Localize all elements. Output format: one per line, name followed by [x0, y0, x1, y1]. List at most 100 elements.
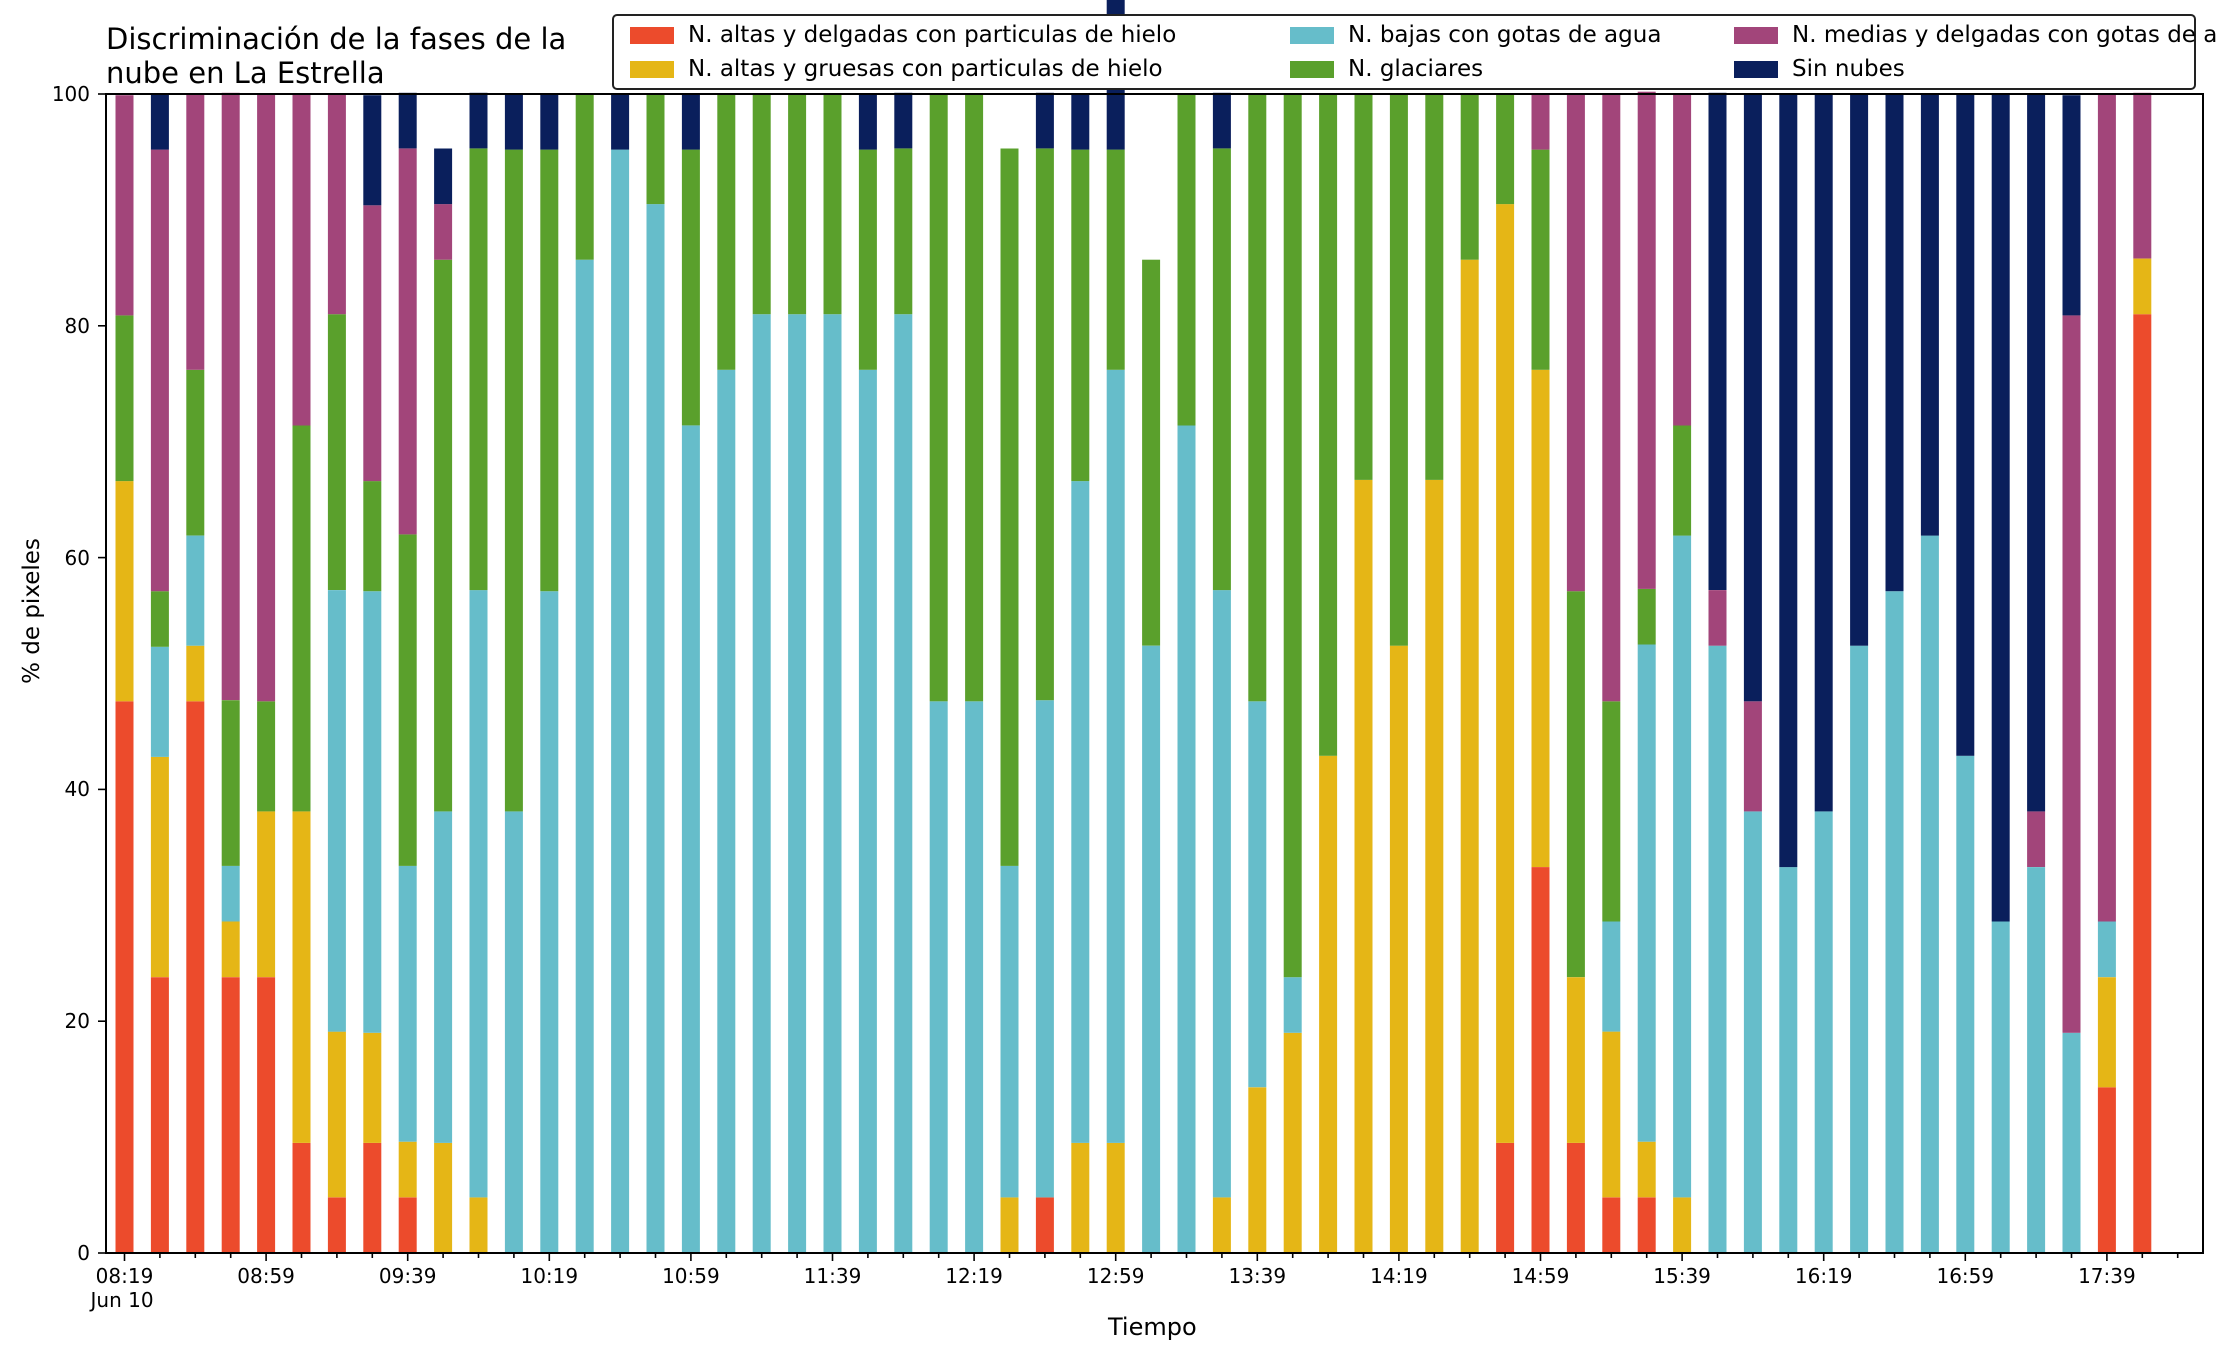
bar-segment	[1212, 92, 1231, 149]
x-date-label: Jun 10	[90, 1288, 154, 1312]
x-tick-label: 14:19	[1370, 1264, 1428, 1288]
bar-segment	[1212, 590, 1231, 1198]
bar-segment	[363, 95, 382, 206]
bar-segment	[2133, 314, 2152, 1253]
bar-segment	[1637, 1141, 1656, 1198]
bar-segment	[1673, 1197, 1692, 1253]
bar-segment	[1602, 1197, 1621, 1253]
bar-segment	[1283, 1032, 1302, 1253]
y-tick-label: 100	[51, 82, 90, 106]
bar-segment	[1743, 94, 1762, 702]
legend-label: N. bajas con gotas de agua	[1348, 22, 1662, 48]
bar-segment	[1248, 94, 1267, 702]
bar-segment	[2062, 1032, 2081, 1253]
bar-segment	[292, 94, 311, 426]
x-tick-label: 17:39	[2078, 1264, 2136, 1288]
bar-segment	[150, 646, 169, 757]
bar-segment	[1000, 1197, 1019, 1253]
bar-segment	[1673, 535, 1692, 1198]
bar-segment	[788, 94, 807, 315]
x-tick-label: 11:39	[803, 1264, 862, 1288]
bar-segment	[1708, 590, 1727, 646]
bar-segment	[115, 95, 134, 316]
bar-segment	[1637, 644, 1656, 1142]
bar-segment	[788, 314, 807, 1253]
bar-segment	[1071, 149, 1090, 482]
bar-segment	[929, 94, 948, 702]
plot-frame	[105, 93, 2204, 1254]
chart-legend: N. altas y delgadas con particulas de hi…	[612, 14, 2216, 90]
bar-segment	[2062, 95, 2081, 316]
bar-segment	[646, 204, 665, 1254]
bar-segment	[292, 1142, 311, 1253]
bar-segment	[1319, 755, 1338, 1253]
bar-segment	[1673, 425, 1692, 536]
bar-segment	[575, 259, 594, 1253]
bar-segment	[398, 1197, 417, 1253]
bar-segment	[646, 94, 665, 205]
bar-segment	[469, 1197, 488, 1253]
bar-segment	[327, 314, 346, 590]
bar-segment	[1602, 94, 1621, 702]
x-axis-label: Tiempo	[1108, 1313, 1197, 1341]
legend-item: N. bajas con gotas de agua	[1290, 18, 1661, 52]
y-tick-label: 0	[77, 1241, 90, 1265]
bar-segment	[611, 149, 630, 1254]
bar-segment	[2097, 921, 2116, 978]
bar-segment	[540, 149, 559, 592]
bar-segment	[1708, 645, 1727, 1253]
bar-segment	[1425, 479, 1444, 1253]
bar-segment	[504, 811, 523, 1253]
bar-segment	[150, 591, 169, 647]
bar-segment	[1779, 867, 1798, 1253]
bar-segment	[1991, 94, 2010, 922]
bar-segment	[2097, 977, 2116, 1088]
legend-item: N. altas y delgadas con particulas de hi…	[630, 18, 1176, 52]
bar-segment	[1142, 259, 1161, 646]
bar-segment	[1035, 148, 1054, 701]
bar-segment	[1071, 94, 1090, 150]
bar-segment	[717, 369, 736, 1253]
bar-segment	[469, 148, 488, 591]
bar-segment	[398, 1141, 417, 1198]
legend-item: N. medias y delgadas con gotas de agua	[1734, 18, 2216, 52]
bar-segment	[1637, 91, 1656, 589]
bars-group	[115, 0, 2152, 1254]
bar-segment	[1814, 94, 1833, 812]
bar-segment	[1850, 645, 1869, 1253]
bar-segment	[1850, 94, 1869, 646]
bar-segment	[221, 977, 240, 1253]
bar-segment	[681, 94, 700, 150]
x-tick-label: 13:39	[1228, 1264, 1287, 1288]
bar-segment	[1354, 94, 1373, 480]
bar-segment	[752, 94, 771, 315]
bar-segment	[2133, 258, 2152, 315]
y-tick-label: 20	[64, 1009, 90, 1034]
bar-segment	[1106, 149, 1125, 370]
bar-segment	[1212, 148, 1231, 591]
bar-segment	[150, 149, 169, 592]
bar-segment	[894, 314, 913, 1253]
legend-swatch	[1734, 60, 1778, 78]
bar-segment	[965, 94, 984, 702]
x-tick-label: 12:59	[1086, 1264, 1145, 1288]
bar-segment	[115, 481, 134, 702]
bar-segment	[257, 811, 276, 978]
bar-segment	[469, 92, 488, 149]
bar-segment	[1956, 755, 1975, 1253]
x-tick-label: 08:59	[237, 1264, 295, 1288]
bar-segment	[257, 701, 276, 812]
bar-segment	[221, 92, 240, 701]
bar-segment	[1566, 1142, 1585, 1253]
bar-segment	[1212, 1197, 1231, 1253]
bar-segment	[823, 314, 842, 1253]
bar-segment	[186, 369, 205, 536]
bar-segment	[1071, 481, 1090, 1143]
bar-segment	[186, 535, 205, 646]
bar-segment	[1602, 1031, 1621, 1198]
legend-item: N. altas y gruesas con particulas de hie…	[630, 52, 1163, 86]
legend-swatch	[1734, 26, 1778, 44]
bar-segment	[150, 977, 169, 1253]
bar-segment	[752, 314, 771, 1253]
bar-segment	[1071, 1142, 1090, 1253]
